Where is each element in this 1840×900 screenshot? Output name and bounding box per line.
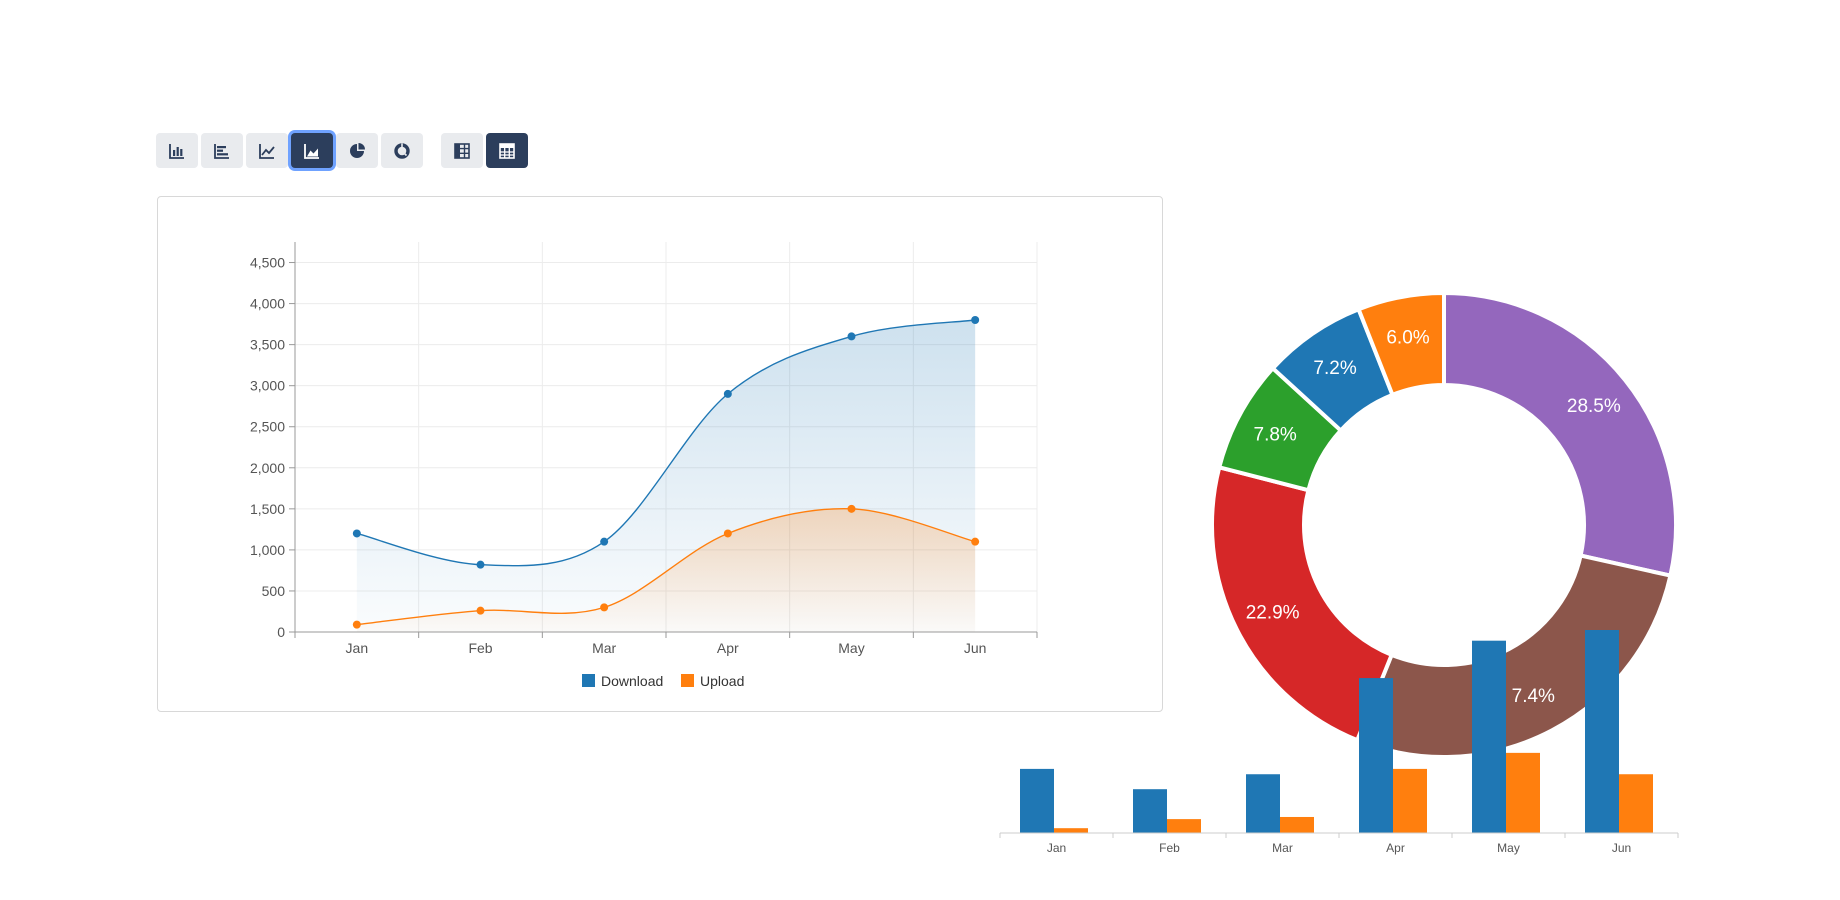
y-tick-label: 1,000 xyxy=(250,542,285,558)
data-point[interactable] xyxy=(352,529,361,538)
donut-slice[interactable] xyxy=(1442,290,1678,578)
pie-chart-icon xyxy=(350,142,365,158)
line-chart-button[interactable] xyxy=(246,133,288,168)
donut-chart-icon xyxy=(394,142,410,159)
y-tick-label: 3,000 xyxy=(250,378,285,394)
y-tick-label: 0 xyxy=(277,624,285,640)
y-tick-label: 4,000 xyxy=(250,296,285,312)
chart-type-group xyxy=(156,133,423,168)
chart-toolbar xyxy=(156,133,528,168)
x-tick-label: Apr xyxy=(717,640,739,656)
series-line-upload xyxy=(356,508,976,626)
series-line-download xyxy=(356,319,976,567)
bar-x-tick-label: Jun xyxy=(1612,841,1631,855)
horizontal-bar-icon xyxy=(214,143,229,159)
line-chart-icon xyxy=(259,143,275,159)
x-tick-label: Jun xyxy=(964,640,987,656)
y-tick-label: 3,500 xyxy=(250,337,285,353)
bar-x-tick-label: Mar xyxy=(1272,841,1293,855)
bar-chart: Jan Feb Mar Apr May Jun xyxy=(999,630,1679,855)
bar-upload[interactable] xyxy=(1054,828,1088,833)
bar-x-tick-label: May xyxy=(1497,841,1520,855)
bar-download[interactable] xyxy=(1246,774,1280,833)
area-chart-icon xyxy=(304,143,319,159)
area-chart-button[interactable] xyxy=(291,133,333,168)
data-point[interactable] xyxy=(600,603,609,612)
legend-label-upload[interactable]: Upload xyxy=(700,673,744,689)
bar-upload[interactable] xyxy=(1619,774,1653,833)
donut-slice-label: 28.5% xyxy=(1567,396,1621,417)
data-point[interactable] xyxy=(352,620,361,629)
data-point[interactable] xyxy=(600,537,609,546)
bar-chart-button[interactable] xyxy=(156,133,198,168)
view-mode-group xyxy=(441,133,528,168)
legend-swatch-upload[interactable] xyxy=(681,674,694,687)
donut-slice-label: 6.0% xyxy=(1386,327,1429,348)
donut-chart-button[interactable] xyxy=(381,133,423,168)
bar-download[interactable] xyxy=(1472,640,1506,833)
data-point[interactable] xyxy=(847,332,856,341)
table-icon xyxy=(499,142,515,159)
donut-chart: 28.5% 7.4% 22.9% 7.8% 7.2% 6.0% xyxy=(1210,290,1678,759)
bar-chart-icon xyxy=(169,143,184,159)
donut-slice-label: 7.2% xyxy=(1313,358,1356,379)
x-tick-label: Feb xyxy=(468,640,492,656)
data-point[interactable] xyxy=(971,316,980,324)
y-tick-label: 2,500 xyxy=(250,419,285,435)
x-tick-label: Jan xyxy=(346,640,369,656)
data-point[interactable] xyxy=(476,560,485,569)
data-point[interactable] xyxy=(847,504,856,513)
y-tick-label: 2,000 xyxy=(250,460,285,476)
bar-download[interactable] xyxy=(1359,678,1393,833)
bar-download[interactable] xyxy=(1585,630,1619,833)
bar-x-tick-label: Jan xyxy=(1047,841,1066,855)
donut-slice[interactable] xyxy=(1355,290,1446,398)
x-tick-label: Mar xyxy=(592,640,616,656)
donut-slice-label: 7.4% xyxy=(1512,686,1555,707)
table-transposed-button[interactable] xyxy=(441,133,483,168)
table-column-icon xyxy=(454,142,470,159)
data-point[interactable] xyxy=(723,529,732,538)
bar-upload[interactable] xyxy=(1280,816,1314,833)
donut-slice-label: 22.9% xyxy=(1246,603,1300,624)
y-tick-label: 500 xyxy=(262,583,286,599)
donut-slice-label: 7.8% xyxy=(1254,425,1297,446)
y-tick-label: 4,500 xyxy=(250,255,285,271)
bar-download[interactable] xyxy=(1133,789,1167,833)
donut-slice[interactable] xyxy=(1210,464,1395,743)
series-area-upload xyxy=(356,508,976,632)
table-button[interactable] xyxy=(486,133,528,168)
bar-x-tick-label: Apr xyxy=(1386,841,1405,855)
bar-upload[interactable] xyxy=(1167,819,1201,833)
bar-x-tick-label: Feb xyxy=(1159,841,1180,855)
bar-upload[interactable] xyxy=(1393,768,1427,833)
y-tick-label: 1,500 xyxy=(250,501,285,517)
legend-swatch-download[interactable] xyxy=(582,674,595,687)
data-point[interactable] xyxy=(723,389,732,398)
bar-upload[interactable] xyxy=(1506,752,1540,833)
x-tick-label: May xyxy=(838,640,864,656)
horizontal-bar-chart-button[interactable] xyxy=(201,133,243,168)
pie-chart-button[interactable] xyxy=(336,133,378,168)
legend-label-download[interactable]: Download xyxy=(601,673,663,689)
data-point[interactable] xyxy=(476,606,485,615)
bar-download[interactable] xyxy=(1020,768,1054,833)
data-point[interactable] xyxy=(971,537,980,546)
